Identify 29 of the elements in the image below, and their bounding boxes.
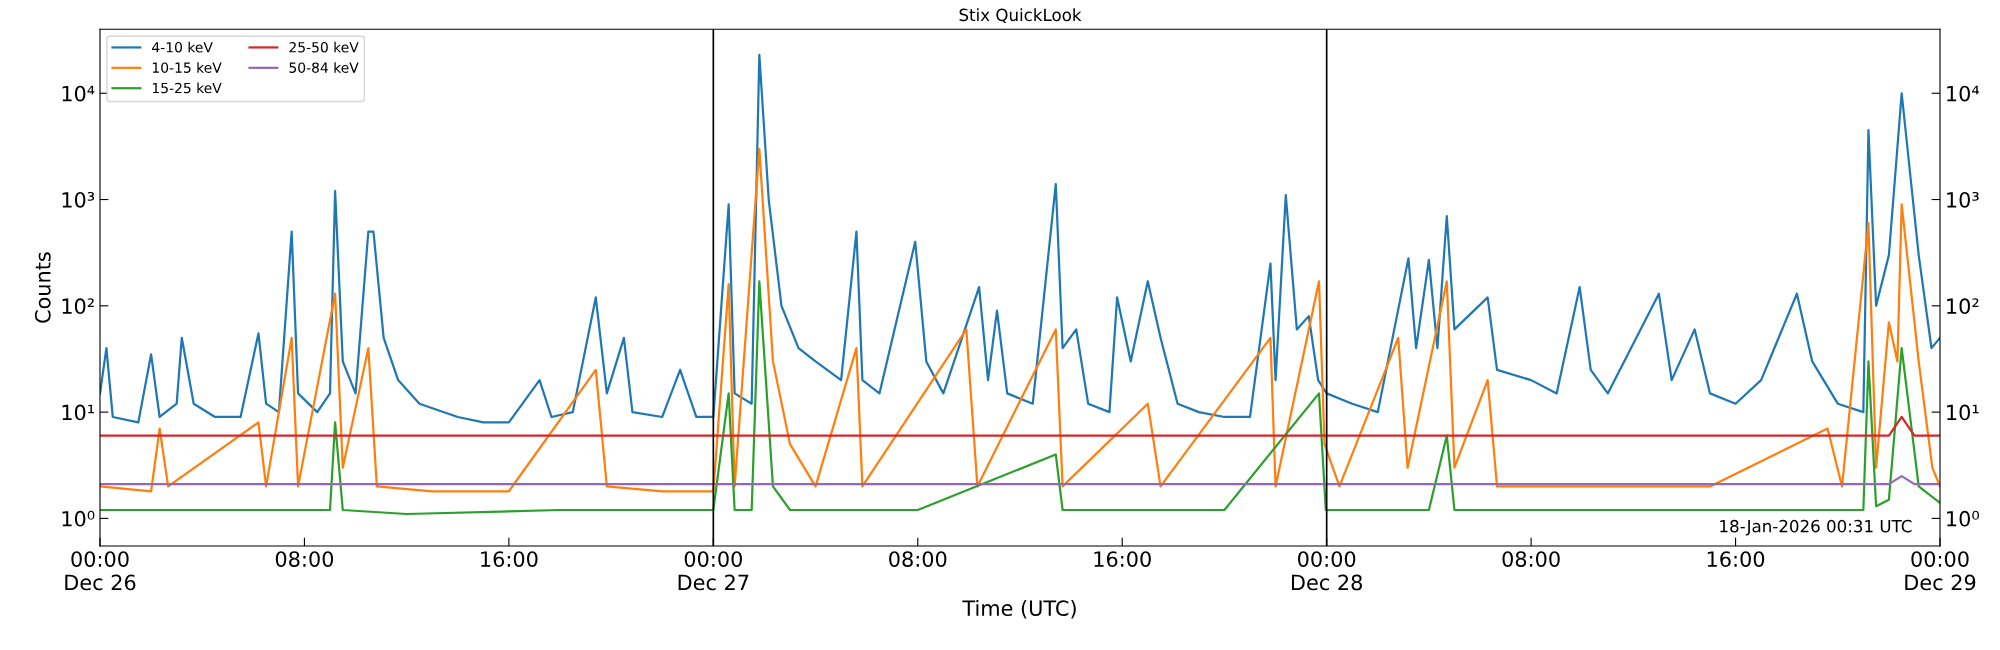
text: 10³ <box>1947 191 1979 208</box>
x-tick-label: 16:00 <box>1094 551 1151 567</box>
x-tick-label: 16:00 <box>1707 551 1765 567</box>
legend-label: 50-84 keV <box>289 62 359 73</box>
x-tick-label: 00:00 Dec 26 <box>65 551 136 591</box>
annotation: 18-Jan-2026 00:31 UTC <box>1720 519 1912 536</box>
x-tick-label: 00:00 Dec 29 <box>1905 551 1976 591</box>
text: 10⁰ <box>1947 510 1979 527</box>
y-tick-label: 10¹ <box>62 404 94 421</box>
y-tick-label: 10⁰ <box>62 510 95 527</box>
text: 10⁴ <box>1947 85 1980 102</box>
x-tick-label: 08:00 <box>275 551 334 567</box>
text: 10¹ <box>1947 404 1979 421</box>
y-tick-label: 10² <box>62 298 94 315</box>
x-axis-title: Time (UTC) <box>962 599 1076 619</box>
y-axis-title: Counts <box>34 252 51 323</box>
x-tick-label: 08:00 <box>889 551 947 567</box>
x-tick-label: 00:00 Dec 28 <box>1291 551 1362 591</box>
y-tick-label: 10³ <box>62 191 95 208</box>
chart-title: Stix QuickLook <box>959 8 1082 24</box>
x-tick-label: 08:00 <box>1502 551 1560 567</box>
legend-label: 25-50 keV <box>289 41 359 53</box>
x-tick-label: 00:00 Dec 27 <box>678 551 749 591</box>
y-tick-label: 10⁴ <box>62 85 95 102</box>
legend-label: 15-25 keV <box>152 82 222 94</box>
legend-label: 10-15 keV <box>152 62 222 73</box>
text: 10² <box>1947 298 1979 315</box>
x-tick-label: 16:00 <box>481 551 538 567</box>
legend-label: 4-10 keV <box>152 41 213 53</box>
